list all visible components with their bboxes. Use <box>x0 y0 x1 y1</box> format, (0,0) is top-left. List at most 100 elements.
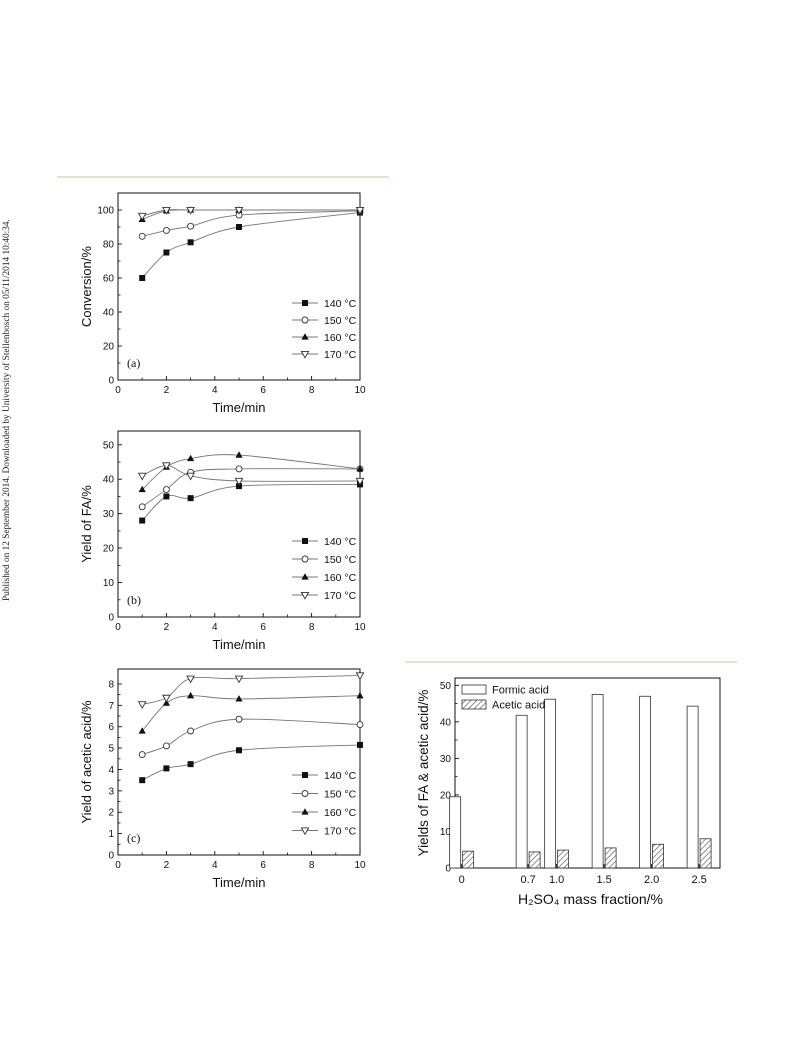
data-point <box>234 206 244 215</box>
y-tick-label: 3 <box>108 786 114 797</box>
data-point <box>235 695 243 702</box>
x-tick-label: 8 <box>309 385 315 396</box>
data-point <box>162 694 171 703</box>
data-point <box>137 212 147 221</box>
data-point <box>187 454 195 462</box>
x-tick-label: 0 <box>459 874 465 886</box>
panel-a: 0 20 40 60 80 100 0 2 4 6 8 10 Time/min Conversion/% (… <box>79 192 366 415</box>
data-point <box>162 699 170 706</box>
data-point <box>139 517 146 524</box>
y-tick-label: 20 <box>103 342 115 353</box>
data-point <box>236 224 242 230</box>
series-line <box>141 468 361 508</box>
data-point <box>235 715 243 723</box>
y-tick-label: 0 <box>108 376 114 387</box>
data-point <box>355 477 365 486</box>
x-tick-label: 6 <box>260 385 266 396</box>
series-1 <box>138 715 364 758</box>
legend-label: 150 °C <box>324 315 357 327</box>
legend-label: 160 °C <box>324 332 357 344</box>
series-0 <box>139 209 363 281</box>
legend-label: 170 °C <box>324 590 357 602</box>
series-1 <box>138 207 364 240</box>
y-axis-label: Yields of FA & acetic acid/% <box>416 690 431 857</box>
data-point <box>357 741 363 748</box>
data-point <box>186 472 195 481</box>
data-point <box>356 721 364 729</box>
x-tick-label: 0 <box>115 860 121 871</box>
y-tick-label: 7 <box>108 701 114 712</box>
data-point <box>163 765 170 772</box>
legend-label: 140 °C <box>324 770 357 782</box>
y-tick-label: 1 <box>108 829 114 840</box>
series-line <box>142 674 361 705</box>
x-tick-label: 2 <box>164 622 170 633</box>
x-tick-label: 2 <box>164 385 170 396</box>
y-tick-label: 40 <box>103 475 115 486</box>
x-axis-label: H₂SO₄ mass fraction/% <box>518 891 663 907</box>
legend-label: 170 °C <box>324 826 357 838</box>
x-tick-label: 2.5 <box>691 874 706 886</box>
data-point <box>137 701 147 709</box>
data-point <box>187 727 195 735</box>
y-tick-label: 20 <box>103 544 115 555</box>
x-axis-label: Time/min <box>213 400 266 415</box>
bar-formic-acid <box>449 796 462 869</box>
legend-label: 140 °C <box>324 298 357 310</box>
series-2 <box>138 451 364 493</box>
panel-d: 0 10 20 30 40 50 0 0.7 1.0 1.5 2.0 2.5 H₂SO₄ mass fr… <box>416 677 721 907</box>
series-line <box>142 744 361 781</box>
legend-marker <box>302 772 308 778</box>
x-tick-label: 4 <box>212 860 218 871</box>
data-point <box>356 465 364 472</box>
x-tick-label: 0 <box>115 385 121 396</box>
x-tick-label: 6 <box>260 622 266 633</box>
data-point <box>236 483 242 490</box>
series-line <box>141 483 361 521</box>
data-point <box>236 747 242 754</box>
x-tick-label: 1.5 <box>596 874 611 886</box>
bar-acetic-acid <box>462 850 475 869</box>
x-tick-label: 0 <box>115 622 121 633</box>
y-tick-label: 40 <box>103 308 115 319</box>
data-point <box>186 206 195 215</box>
divider-right <box>405 661 737 663</box>
bar-formic-acid <box>544 698 557 869</box>
data-point <box>162 742 170 750</box>
data-point <box>138 503 146 511</box>
divider-top-left <box>57 176 389 178</box>
plot-frame <box>454 677 721 869</box>
series-line <box>141 695 361 732</box>
data-point <box>138 751 146 758</box>
y-tick-label: 30 <box>440 754 452 765</box>
legend-marker <box>300 591 310 600</box>
x-tick-label: 8 <box>309 860 315 871</box>
series-line <box>142 464 361 482</box>
x-tick-label: 10 <box>354 622 366 633</box>
data-point <box>163 249 170 256</box>
y-tick-label: 40 <box>440 717 452 728</box>
series-0 <box>139 481 363 524</box>
legend-marker <box>301 573 309 580</box>
y-tick-label: 6 <box>108 722 114 733</box>
data-point <box>356 691 364 699</box>
legend-label: 140 °C <box>324 536 357 548</box>
y-axis-label: Yield of acetic acid/% <box>79 700 94 824</box>
y-tick-label: 60 <box>103 274 115 285</box>
series-line <box>141 212 361 279</box>
series-line <box>142 210 361 237</box>
data-point <box>162 462 171 471</box>
data-point <box>139 777 146 784</box>
x-axis-label: Time/min <box>213 637 266 652</box>
panel-label: (b) <box>127 593 141 607</box>
data-point <box>235 451 243 458</box>
x-tick-label: 1.0 <box>549 874 564 886</box>
panel-c: 0 1 2 3 4 5 6 7 8 0 2 4 6 8 10 Time/min Yield of acetic … <box>79 668 366 890</box>
y-tick-label: 0 <box>445 864 451 875</box>
y-tick-label: 0 <box>108 851 114 862</box>
data-point <box>163 493 170 500</box>
legend-marker <box>302 300 308 306</box>
legend-marker <box>301 808 309 815</box>
y-axis-label: Conversion/% <box>79 246 94 327</box>
